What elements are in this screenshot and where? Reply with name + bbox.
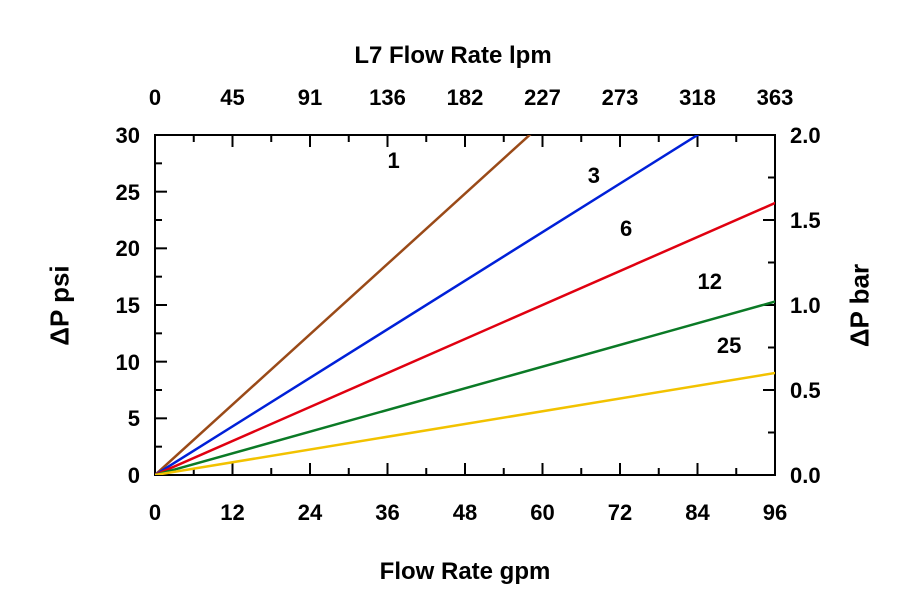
series-label-12: 12	[698, 269, 722, 295]
tick-label: 91	[275, 85, 345, 111]
tick-label: 15	[70, 293, 140, 319]
tick-label: 96	[740, 500, 810, 526]
tick-label: 10	[70, 350, 140, 376]
tick-label: 182	[430, 85, 500, 111]
tick-label: 25	[70, 180, 140, 206]
tick-label: 2.0	[790, 123, 860, 149]
series-label-3: 3	[588, 163, 600, 189]
tick-label: 45	[198, 85, 268, 111]
tick-label: 1.5	[790, 208, 860, 234]
tick-label: 0	[120, 500, 190, 526]
tick-label: 273	[585, 85, 655, 111]
tick-label: 20	[70, 236, 140, 262]
tick-label: 0.5	[790, 378, 860, 404]
series-label-6: 6	[620, 216, 632, 242]
tick-label: 60	[508, 500, 578, 526]
tick-label: 0	[120, 85, 190, 111]
series-label-1: 1	[388, 148, 400, 174]
tick-label: 318	[663, 85, 733, 111]
tick-label: 0	[70, 463, 140, 489]
tick-label: 1.0	[790, 293, 860, 319]
tick-label: 30	[70, 123, 140, 149]
tick-label: 5	[70, 406, 140, 432]
tick-label: 136	[353, 85, 423, 111]
tick-label: 84	[663, 500, 733, 526]
tick-label: 227	[508, 85, 578, 111]
tick-label: 0.0	[790, 463, 860, 489]
tick-label: 36	[353, 500, 423, 526]
tick-label: 363	[740, 85, 810, 111]
tick-label: 12	[198, 500, 268, 526]
tick-label: 72	[585, 500, 655, 526]
series-label-25: 25	[717, 333, 741, 359]
tick-label: 24	[275, 500, 345, 526]
tick-label: 48	[430, 500, 500, 526]
